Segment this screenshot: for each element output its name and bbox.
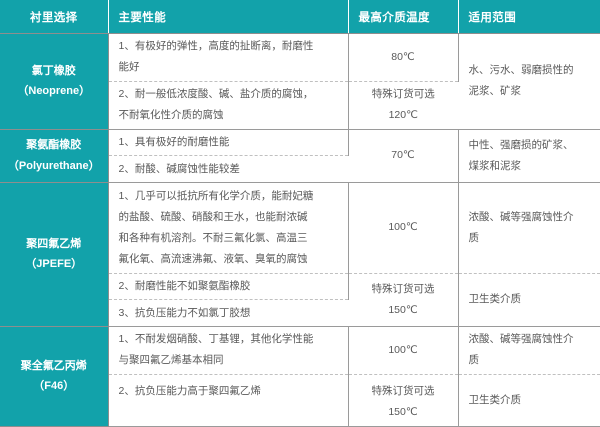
material-cell-neoprene: 氯丁橡胶 （Neoprene）	[0, 33, 109, 130]
performance-line: 1、有极好的弹性，高度的扯断离，耐磨性	[118, 40, 314, 53]
temperature-line: 100℃	[388, 221, 418, 234]
table-row: 聚四氟乙烯 （JPEFE） 1、几乎可以抵抗所有化学介质，能耐妃糖 的盐酸、硫酸…	[0, 182, 600, 327]
table-row: 2、耐一般低浓度酸、碱、盐介质的腐蚀， 不耐氧化性介质的腐蚀 特殊订货可选 12…	[0, 81, 600, 130]
temperature-line: 特殊订货可选	[371, 384, 435, 397]
table-header: 衬里选择 主要性能 最高介质温度 适用范围	[0, 0, 600, 34]
performance-line: 1、不耐发烟硝酸、丁基锂，其他化学性能	[118, 333, 314, 346]
material-name-en: （F46）	[33, 380, 75, 393]
scope-line: 卫生类介质	[468, 293, 522, 306]
performance-cell: 2、耐磨性能不如聚氨酯橡胶	[108, 273, 349, 301]
scope-line: 质	[468, 354, 480, 367]
scope-cell: 卫生类介质	[458, 273, 600, 327]
scope-cell: 水、污水、弱磨损性的 泥浆、矿浆	[458, 33, 600, 130]
temperature-line: 150℃	[388, 303, 418, 316]
table-row: 氯丁橡胶 （Neoprene） 1、有极好的弹性，高度的扯断离，耐磨性 能好 8…	[0, 33, 600, 130]
temperature-line: 100℃	[388, 343, 418, 356]
temperature-cell: 特殊订货可选 150℃	[348, 273, 459, 327]
performance-line: 的盐酸、硫酸、硝酸和王水，也能耐浓碱	[118, 210, 308, 223]
temperature-cell: 70℃	[348, 129, 459, 184]
performance-line: 1、几乎可以抵抗所有化学介质，能耐妃糖	[118, 189, 314, 202]
header-liner-selection: 衬里选择	[0, 0, 109, 34]
performance-cell: 3、抗负压能力不如氯丁胶想	[108, 299, 348, 327]
scope-line: 质	[468, 231, 480, 244]
performance-line: 不耐氧化性介质的腐蚀	[118, 109, 224, 122]
temperature-line: 特殊订货可选	[371, 88, 435, 101]
table-row: 聚全氟乙丙烯 （F46） 1、不耐发烟硝酸、丁基锂，其他化学性能 与聚四氟乙烯基…	[0, 326, 600, 427]
table-row: 3、抗负压能力不如氯丁胶想	[0, 299, 600, 327]
header-max-medium-temperature: 最高介质温度	[348, 0, 459, 34]
scope-cell: 卫生类介质	[458, 374, 600, 427]
performance-line: 与聚四氟乙烯基本相同	[118, 354, 224, 367]
performance-line: 和各种有机溶剂。不耐三氟化氯、高温三	[118, 231, 308, 244]
performance-cell: 1、不耐发烟硝酸、丁基锂，其他化学性能 与聚四氟乙烯基本相同	[108, 326, 349, 375]
scope-line: 浓酸、碱等强腐蚀性介	[468, 333, 574, 346]
material-name-cn: 聚全氟乙丙烯	[20, 359, 87, 372]
material-cell-polyurethane: 聚氨酯橡胶 （Polyurethane）	[0, 129, 109, 184]
table-body: 氯丁橡胶 （Neoprene） 1、有极好的弹性，高度的扯断离，耐磨性 能好 8…	[0, 33, 600, 427]
material-name-en: （Polyurethane）	[7, 159, 100, 172]
temperature-cell: 特殊订货可选 120℃	[348, 81, 458, 130]
material-cell-f46: 聚全氟乙丙烯 （F46）	[0, 326, 109, 427]
material-cell-jpefe: 聚四氟乙烯 （JPEFE）	[0, 182, 109, 327]
performance-line: 2、抗负压能力高于聚四氟乙烯	[118, 384, 261, 397]
scope-line: 泥浆、矿浆	[468, 85, 522, 98]
temperature-line: 120℃	[388, 109, 418, 122]
temperature-cell: 特殊订货可选 150℃	[348, 374, 459, 427]
performance-line: 2、耐酸、碱腐蚀性能较差	[118, 162, 240, 175]
performance-line: 3、抗负压能力不如氯丁胶想	[118, 306, 251, 319]
material-name-cn: 聚四氟乙烯	[26, 237, 82, 250]
temperature-cell: 100℃	[348, 182, 459, 274]
scope-line: 煤浆和泥浆	[468, 159, 522, 172]
table-row: 2、耐磨性能不如聚氨酯橡胶 特殊订货可选 150℃ 卫生类介质	[0, 273, 600, 327]
scope-cell: 中性、强磨损的矿浆、 煤浆和泥浆	[458, 129, 600, 184]
material-name-cn: 聚氨酯橡胶	[26, 139, 82, 152]
performance-cell: 1、具有极好的耐磨性能	[108, 129, 349, 157]
header-main-performance: 主要性能	[108, 0, 349, 34]
header-application-scope: 适用范围	[458, 0, 600, 34]
performance-line: 能好	[118, 61, 140, 74]
material-name-cn: 氯丁橡胶	[31, 64, 76, 77]
temperature-cell: 80℃	[348, 33, 459, 82]
temperature-line: 70℃	[391, 149, 415, 162]
performance-line: 1、具有极好的耐磨性能	[118, 136, 230, 149]
performance-cell: 2、耐酸、碱腐蚀性能较差	[108, 155, 348, 183]
performance-cell: 2、抗负压能力高于聚四氟乙烯	[108, 374, 349, 427]
performance-line: 2、耐磨性能不如聚氨酯橡胶	[118, 280, 251, 293]
temperature-line: 特殊订货可选	[371, 282, 435, 295]
scope-line: 浓酸、碱等强腐蚀性介	[468, 210, 574, 223]
material-name-en: （JPEFE）	[25, 258, 83, 271]
scope-cell: 浓酸、碱等强腐蚀性介 质	[458, 182, 600, 274]
scope-line: 卫生类介质	[468, 393, 522, 406]
scope-line: 水、污水、弱磨损性的	[468, 64, 574, 77]
table-row: 2、抗负压能力高于聚四氟乙烯 特殊订货可选 150℃ 卫生类介质	[0, 374, 600, 427]
scope-line: 中性、强磨损的矿浆、	[468, 138, 574, 151]
temperature-line: 150℃	[388, 405, 418, 418]
performance-cell: 2、耐一般低浓度酸、碱、盐介质的腐蚀， 不耐氧化性介质的腐蚀	[108, 81, 349, 130]
header-row: 衬里选择 主要性能 最高介质温度 适用范围	[0, 0, 600, 34]
temperature-line: 80℃	[391, 50, 415, 63]
table-row: 2、耐酸、碱腐蚀性能较差	[0, 155, 600, 183]
scope-cell: 浓酸、碱等强腐蚀性介 质	[458, 326, 600, 375]
material-name-en: （Neoprene）	[17, 85, 91, 98]
performance-cell: 1、几乎可以抵抗所有化学介质，能耐妃糖 的盐酸、硫酸、硝酸和王水，也能耐浓碱 和…	[108, 182, 349, 274]
temperature-cell: 100℃	[348, 326, 459, 375]
performance-line: 氟化氧、高流速沸氟、液氧、臭氧的腐蚀	[118, 252, 308, 265]
performance-cell: 1、有极好的弹性，高度的扯断离，耐磨性 能好	[108, 33, 349, 82]
performance-line: 2、耐一般低浓度酸、碱、盐介质的腐蚀，	[118, 88, 314, 101]
table-row: 聚氨酯橡胶 （Polyurethane） 1、具有极好的耐磨性能 70℃ 中性、…	[0, 129, 600, 184]
